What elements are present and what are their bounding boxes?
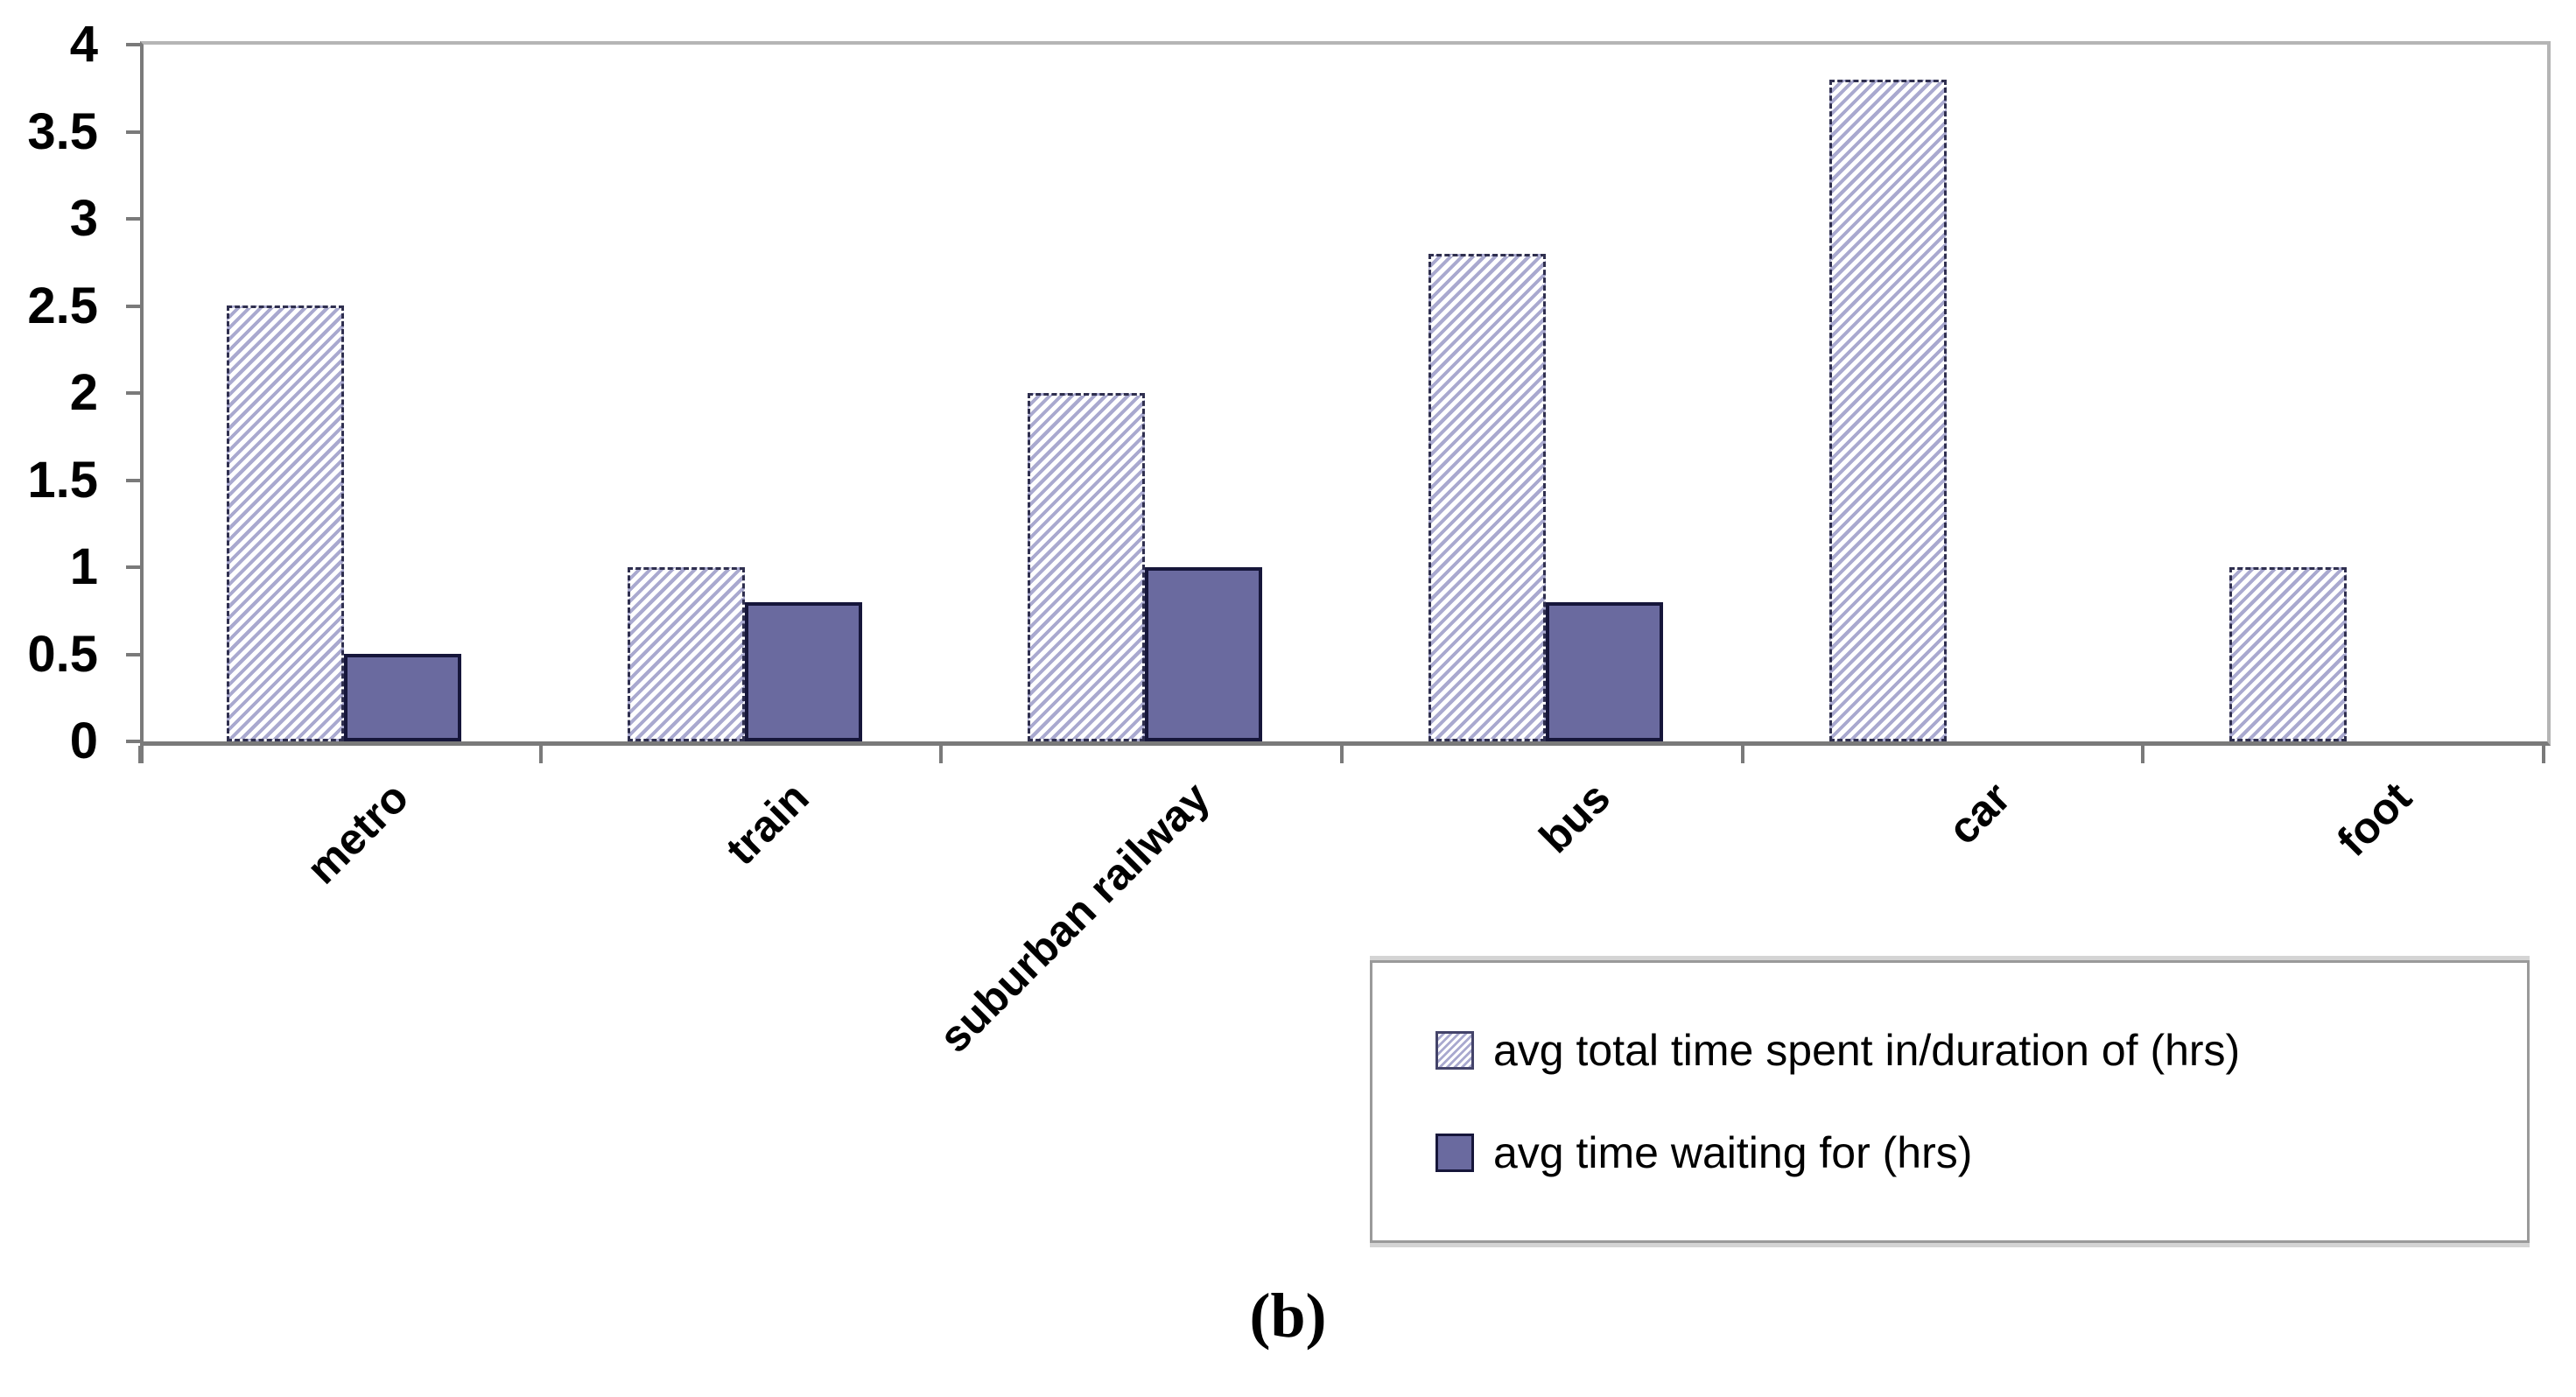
plot-area <box>140 41 2551 746</box>
y-tick-mark <box>126 478 141 482</box>
legend-label-waiting: avg time waiting for (hrs) <box>1493 1127 1973 1177</box>
y-tick-label: 4 <box>69 16 98 73</box>
y-tick-mark <box>126 43 141 46</box>
y-tick-label: 0 <box>69 713 98 769</box>
x-tick-mark <box>2542 746 2545 763</box>
bar-solid-bus <box>1546 602 1663 741</box>
bar-hatched-suburban-railway <box>1028 393 1145 741</box>
x-tick-mark <box>1340 746 1344 763</box>
x-tick-mark <box>538 746 543 763</box>
bar-hatched-bus <box>1428 254 1546 741</box>
bar-hatched-metro <box>227 305 344 741</box>
category-label-metro: metro <box>297 772 418 894</box>
figure-caption: (b) <box>1249 1281 1327 1351</box>
bar-solid-suburban-railway <box>1145 567 1262 741</box>
bar-solid-metro <box>344 654 461 741</box>
x-tick-mark <box>1740 746 1744 763</box>
y-tick-mark <box>126 217 141 221</box>
y-axis-extension <box>140 741 144 763</box>
legend-item-waiting: avg time waiting for (hrs) <box>1435 1127 2527 1177</box>
y-tick-mark <box>126 391 141 395</box>
category-label-foot: foot <box>2327 772 2421 867</box>
legend-label-total: avg total time spent in/duration of (hrs… <box>1493 1025 2241 1075</box>
y-tick-label: 1 <box>69 538 98 595</box>
legend-swatch-hatched <box>1435 1031 1474 1070</box>
legend-swatch-solid <box>1435 1134 1474 1172</box>
y-tick-mark <box>126 130 141 134</box>
y-tick-label: 2.5 <box>27 277 98 334</box>
y-tick-mark <box>126 740 141 743</box>
y-tick-label: 1.5 <box>27 451 98 509</box>
category-label-suburban-railway: suburban railway <box>930 772 1219 1063</box>
x-tick-mark <box>2141 746 2145 763</box>
legend: avg total time spent in/duration of (hrs… <box>1370 960 2530 1243</box>
bar-hatched-train <box>628 567 745 741</box>
category-label-train: train <box>716 772 818 874</box>
legend-item-total: avg total time spent in/duration of (hrs… <box>1435 1025 2527 1075</box>
y-tick-mark <box>126 565 141 569</box>
y-tick-label: 3.5 <box>27 102 98 160</box>
y-tick-label: 2 <box>69 364 98 421</box>
y-tick-label: 3 <box>69 190 98 247</box>
bar-hatched-car <box>1829 80 1947 741</box>
category-label-bus: bus <box>1529 772 1620 863</box>
y-tick-label: 0.5 <box>27 625 98 683</box>
category-label-car: car <box>1939 772 2020 854</box>
x-tick-mark <box>939 746 944 763</box>
bar-hatched-foot <box>2229 567 2347 741</box>
bar-solid-train <box>745 602 862 741</box>
y-tick-mark <box>126 652 141 656</box>
y-tick-mark <box>126 304 141 308</box>
